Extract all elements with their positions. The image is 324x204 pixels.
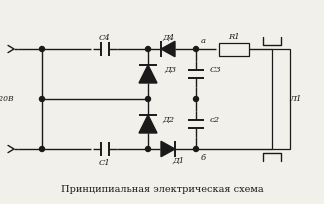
Text: R1: R1	[228, 33, 240, 41]
Polygon shape	[161, 41, 175, 57]
Circle shape	[145, 146, 151, 152]
Text: С3: С3	[210, 66, 222, 74]
Polygon shape	[161, 141, 175, 157]
Circle shape	[40, 96, 44, 102]
Circle shape	[193, 146, 199, 152]
Text: Д1: Д1	[172, 157, 184, 165]
Circle shape	[40, 146, 44, 152]
Text: Д2: Д2	[162, 116, 174, 124]
Bar	[272, 49, 290, 149]
Text: Д3: Д3	[164, 66, 176, 74]
Text: Принципиальная электрическая схема: Принципиальная электрическая схема	[61, 185, 263, 194]
Text: ~220В: ~220В	[0, 95, 14, 103]
Circle shape	[145, 96, 151, 102]
Circle shape	[145, 47, 151, 51]
Text: а: а	[201, 37, 206, 45]
Polygon shape	[139, 65, 157, 83]
Polygon shape	[139, 115, 157, 133]
Text: с2: с2	[210, 116, 220, 124]
Text: С4: С4	[99, 34, 111, 42]
Text: С1: С1	[99, 159, 111, 167]
Text: Л1: Л1	[289, 95, 301, 103]
Circle shape	[193, 96, 199, 102]
Circle shape	[40, 47, 44, 51]
Text: б: б	[201, 154, 206, 162]
Bar	[219, 42, 249, 55]
Circle shape	[193, 47, 199, 51]
Text: Д4: Д4	[162, 34, 174, 42]
